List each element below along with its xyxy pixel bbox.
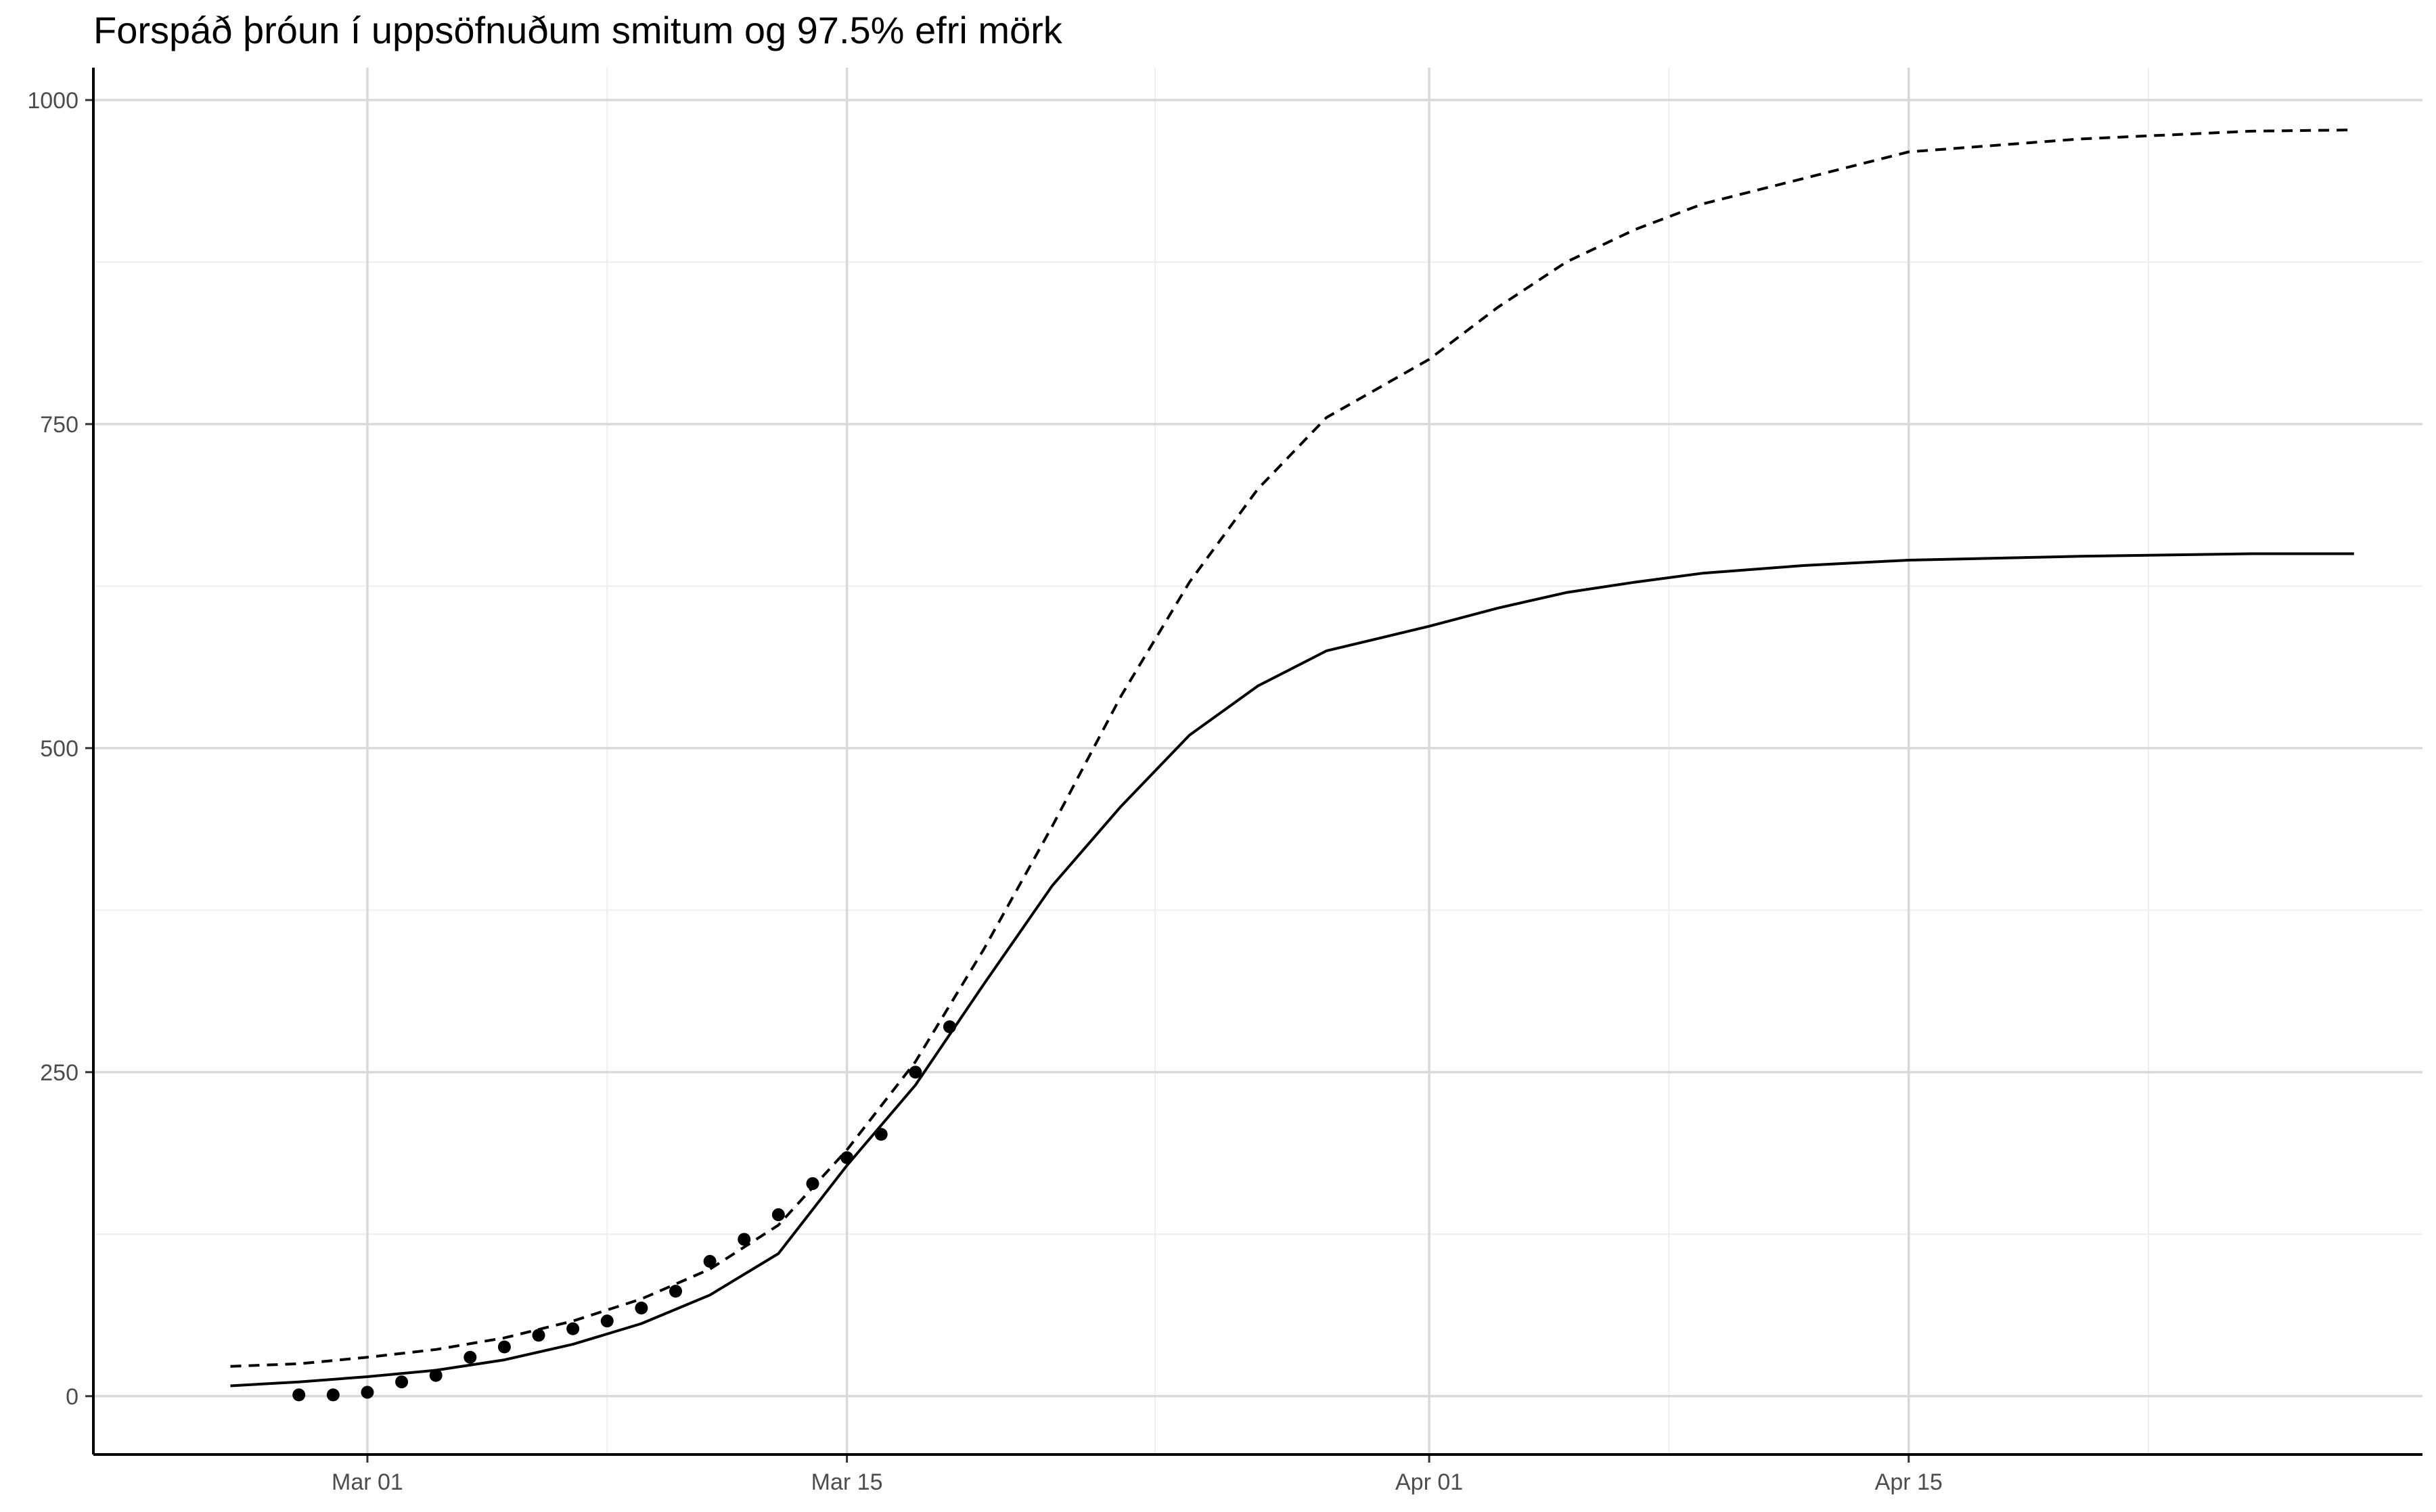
forecast-line xyxy=(230,552,2354,1388)
y-tick-label: 1000 xyxy=(27,88,78,114)
observed-point xyxy=(497,1340,511,1354)
observed-point xyxy=(738,1233,751,1246)
y-tick-label: 0 xyxy=(66,1384,78,1410)
observed-point xyxy=(429,1369,443,1382)
observed-point xyxy=(532,1329,545,1342)
observed-point xyxy=(874,1128,888,1141)
x-tick-label: Apr 15 xyxy=(1875,1469,1943,1495)
observed-point xyxy=(771,1208,785,1222)
observed-point xyxy=(909,1066,922,1079)
tick-labels: 0 250 500 750 1000 Mar 01 Mar 15 Apr 01 Apr 15 xyxy=(27,88,1942,1495)
x-tick-label: Mar 15 xyxy=(811,1469,883,1495)
observed-points xyxy=(292,1020,956,1402)
upper-bound-line xyxy=(230,129,2354,1368)
observed-point xyxy=(361,1385,374,1399)
observed-point xyxy=(943,1020,956,1034)
observed-point xyxy=(840,1151,854,1164)
y-tick-label: 250 xyxy=(40,1060,78,1086)
series-layer xyxy=(230,129,2354,1388)
chart-title: Forspáð þróun í uppsöfnuðum smitum og 97… xyxy=(93,9,1063,51)
major-gridlines xyxy=(93,68,2422,1454)
observed-point xyxy=(566,1322,580,1335)
y-tick-label: 500 xyxy=(40,736,78,762)
observed-point xyxy=(806,1177,819,1191)
observed-point xyxy=(395,1375,409,1389)
axes xyxy=(85,68,2422,1463)
observed-point xyxy=(600,1314,614,1328)
observed-point xyxy=(292,1388,306,1402)
y-tick-label: 750 xyxy=(40,412,78,438)
x-tick-label: Mar 01 xyxy=(332,1469,403,1495)
observed-point xyxy=(326,1388,340,1402)
observed-point xyxy=(669,1285,682,1298)
observed-point xyxy=(635,1302,648,1315)
x-tick-label: Apr 01 xyxy=(1395,1469,1463,1495)
observed-point xyxy=(703,1255,717,1268)
observed-point xyxy=(464,1350,477,1364)
